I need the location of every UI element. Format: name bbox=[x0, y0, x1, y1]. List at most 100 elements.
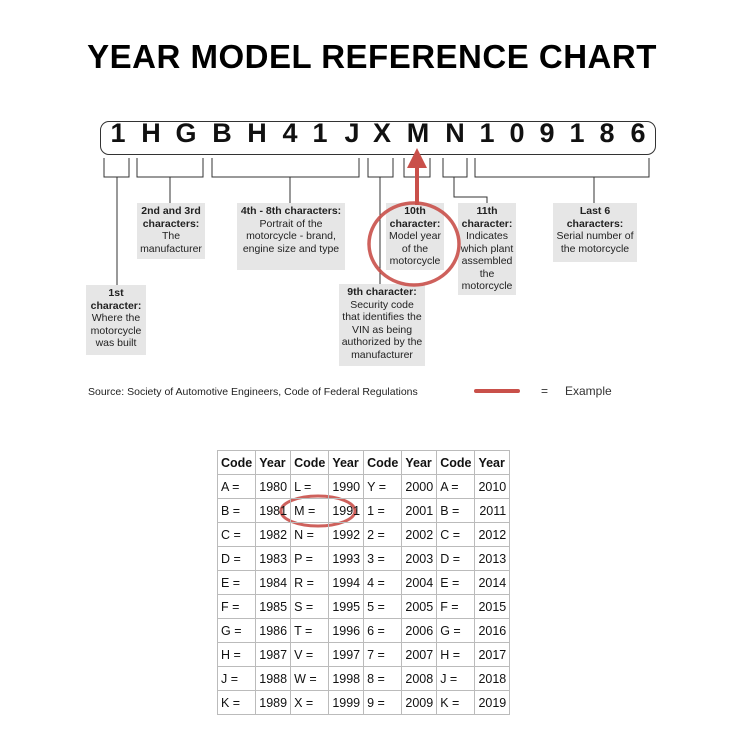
year-cell: 2010 bbox=[474, 474, 511, 499]
vin-char: 9 bbox=[539, 118, 555, 148]
column-header: Year bbox=[474, 450, 511, 475]
vin-char: 4 bbox=[282, 118, 298, 148]
code-cell: 9 = bbox=[363, 690, 403, 715]
code-cell: H = bbox=[436, 642, 476, 667]
year-cell: 1984 bbox=[255, 570, 292, 595]
year-cell: 1999 bbox=[328, 690, 365, 715]
page-title: YEAR MODEL REFERENCE CHART bbox=[87, 38, 657, 75]
year-cell: 1991 bbox=[328, 498, 365, 523]
code-cell: H = bbox=[216, 642, 257, 667]
vin-char: 6 bbox=[630, 118, 646, 148]
year-cell: 2005 bbox=[401, 594, 438, 619]
label-1st: 1st character: Where the motorcycle was b… bbox=[86, 285, 146, 355]
table-row: G = 1986 T = 1996 6 = 2006 G = 2016 bbox=[216, 618, 511, 643]
code-cell: L = bbox=[290, 474, 330, 499]
table-row: H = 1987 V = 1997 7 = 2007 H = 2017 bbox=[216, 642, 511, 667]
year-cell: 1993 bbox=[328, 546, 365, 571]
code-cell: X = bbox=[290, 690, 330, 715]
legend-equals: = bbox=[541, 384, 549, 398]
code-cell: E = bbox=[436, 570, 476, 595]
year-cell: 2015 bbox=[474, 594, 511, 619]
table-row: K = 1989 X = 1999 9 = 2009 K = 2019 bbox=[216, 690, 511, 715]
bracket-last6 bbox=[474, 158, 650, 203]
year-cell: 1990 bbox=[328, 474, 365, 499]
vin-char: 1 bbox=[110, 118, 126, 148]
table-row: B = 1981 M = 1991 1 = 2001 B = 2011 bbox=[216, 498, 511, 523]
year-cell: 2012 bbox=[474, 522, 511, 547]
code-cell: V = bbox=[290, 642, 330, 667]
year-cell: 1992 bbox=[328, 522, 365, 547]
code-cell: J = bbox=[436, 666, 476, 691]
code-cell: 8 = bbox=[363, 666, 403, 691]
code-cell: K = bbox=[436, 690, 476, 715]
vin-char: M bbox=[406, 118, 430, 148]
year-cell: 1997 bbox=[328, 642, 365, 667]
label-9th: 9th character: Security code that identif… bbox=[339, 284, 425, 366]
highlight-circle-10th bbox=[367, 201, 461, 287]
code-cell: A = bbox=[436, 474, 476, 499]
year-cell: 1994 bbox=[328, 570, 365, 595]
column-header: Code bbox=[290, 450, 330, 475]
label-4th-8th: 4th - 8th characters: Portrait of the mot… bbox=[237, 203, 345, 270]
code-cell: 3 = bbox=[363, 546, 403, 571]
year-cell: 2011 bbox=[474, 498, 511, 523]
code-cell: F = bbox=[436, 594, 476, 619]
year-cell: 2016 bbox=[474, 618, 511, 643]
code-cell: J = bbox=[216, 666, 257, 691]
bracket-9th bbox=[367, 158, 394, 284]
year-code-table: Code Year Code Year Code Year Code Year A = 1980… bbox=[216, 450, 511, 715]
code-cell: S = bbox=[290, 594, 330, 619]
year-cell: 1980 bbox=[255, 474, 292, 499]
year-cell: 2018 bbox=[474, 666, 511, 691]
table-row: J = 1988 W = 1998 8 = 2008 J = 2018 bbox=[216, 666, 511, 691]
vin-char: 0 bbox=[509, 118, 525, 148]
code-cell: M = bbox=[290, 498, 330, 523]
year-cell: 2003 bbox=[401, 546, 438, 571]
year-cell: 1989 bbox=[255, 690, 292, 715]
legend-example: Example bbox=[565, 384, 612, 398]
code-cell: B = bbox=[216, 498, 257, 523]
source-note: Source: Society of Automotive Engineers,… bbox=[88, 386, 418, 398]
code-cell: 6 = bbox=[363, 618, 403, 643]
vin-char: H bbox=[247, 118, 267, 148]
year-cell: 2009 bbox=[401, 690, 438, 715]
code-cell: 7 = bbox=[363, 642, 403, 667]
arrow-head bbox=[407, 148, 427, 168]
code-cell: G = bbox=[436, 618, 476, 643]
year-cell: 2019 bbox=[474, 690, 511, 715]
vin-char: 1 bbox=[479, 118, 495, 148]
code-cell: 5 = bbox=[363, 594, 403, 619]
year-cell: 1995 bbox=[328, 594, 365, 619]
vin-box bbox=[100, 121, 656, 155]
year-cell: 1981 bbox=[255, 498, 292, 523]
year-cell: 1983 bbox=[255, 546, 292, 571]
vin-char: H bbox=[141, 118, 161, 148]
year-cell: 2001 bbox=[401, 498, 438, 523]
vin-char: G bbox=[175, 118, 197, 148]
year-cell: 1998 bbox=[328, 666, 365, 691]
table-row: A = 1980 L = 1990 Y = 2000 A = 2010 bbox=[216, 474, 511, 499]
code-cell: R = bbox=[290, 570, 330, 595]
vin-char: 1 bbox=[312, 118, 328, 148]
code-cell: C = bbox=[436, 522, 476, 547]
table-row: D = 1983 P = 1993 3 = 2003 D = 2013 bbox=[216, 546, 511, 571]
year-cell: 1987 bbox=[255, 642, 292, 667]
vin-char: N bbox=[445, 118, 465, 148]
code-cell: C = bbox=[216, 522, 257, 547]
code-cell: Y = bbox=[363, 474, 403, 499]
code-cell: B = bbox=[436, 498, 476, 523]
code-cell: G = bbox=[216, 618, 257, 643]
year-cell: 2002 bbox=[401, 522, 438, 547]
column-header: Year bbox=[401, 450, 438, 475]
code-cell: E = bbox=[216, 570, 257, 595]
year-cell: 2000 bbox=[401, 474, 438, 499]
table-header-row: Code Year Code Year Code Year Code Year bbox=[216, 450, 511, 475]
code-cell: K = bbox=[216, 690, 257, 715]
table-row: C = 1982 N = 1992 2 = 2002 C = 2012 bbox=[216, 522, 511, 547]
year-cell: 1996 bbox=[328, 618, 365, 643]
code-cell: F = bbox=[216, 594, 257, 619]
code-cell: P = bbox=[290, 546, 330, 571]
code-cell: N = bbox=[290, 522, 330, 547]
bracket-11th bbox=[442, 158, 488, 203]
year-cell: 1982 bbox=[255, 522, 292, 547]
